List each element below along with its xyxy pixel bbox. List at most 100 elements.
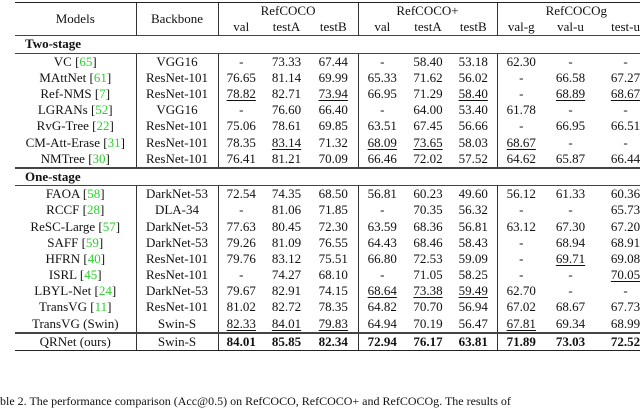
citation-link[interactable]: 28 <box>87 202 100 218</box>
score-test-u: 66.51 <box>610 118 640 134</box>
score-cell: 53.18 <box>450 52 498 70</box>
score-cell: 69.99 <box>309 70 358 86</box>
score-testB: 74.15 <box>318 283 348 299</box>
citation-link[interactable]: 65 <box>79 53 93 69</box>
score-cell: 68.46 <box>406 235 450 251</box>
score-test-u: 68.91 <box>610 234 640 250</box>
score-cell: 68.10 <box>309 267 358 283</box>
score-cell: 70.19 <box>406 316 450 333</box>
score-cell: 61.33 <box>545 185 597 203</box>
citation-link[interactable]: 31 <box>107 134 121 150</box>
model-name: SAFF [59] <box>47 234 104 250</box>
score-cell: 66.44 <box>596 151 640 168</box>
table-row: ISRL [45] ResNet-101 - 74.27 68.10 - 71.05 58.2… <box>15 267 640 284</box>
citation-link[interactable]: 52 <box>95 102 109 118</box>
score-test-u: 70.05 <box>610 267 640 283</box>
citation-link[interactable]: 7 <box>99 86 106 102</box>
score-val-g: 61.78 <box>506 102 536 118</box>
score-cell: 72.52 <box>596 331 640 351</box>
model-label: ISRL <box>48 267 77 283</box>
citation-link[interactable]: 11 <box>94 299 108 315</box>
score-cell: 67.44 <box>309 52 359 70</box>
table-row: MAttNet [61] ResNet-101 76.65 81.14 69.99 65.… <box>15 69 640 86</box>
score-testA: 70.35 <box>413 202 443 218</box>
score-val: 68.64 <box>367 283 397 299</box>
citation-link[interactable]: 45 <box>84 267 98 283</box>
score-cell: 69.08 <box>596 251 640 267</box>
citation-link[interactable]: 30 <box>92 150 106 166</box>
score-cell: 83.14 <box>264 135 309 151</box>
subheader-testA: testA <box>272 19 301 35</box>
score-val: - <box>380 102 385 118</box>
score-cell: 66.80 <box>357 250 407 267</box>
score-testB: 71.32 <box>318 134 348 150</box>
model-label: HFRN <box>45 250 81 266</box>
table-row: CM-Att-Erase [31] ResNet-101 78.35 83.14 71.… <box>15 134 640 151</box>
score-cell: 72.94 <box>357 331 407 351</box>
score-testA: 78.61 <box>271 118 302 134</box>
results-table: Models Backbone RefCOCO RefCOCO+ RefCOCO… <box>15 1 640 351</box>
model-name: RCCF [28] <box>46 202 105 218</box>
score-cell: 56.81 <box>357 185 407 203</box>
score-val: - <box>380 267 385 283</box>
score-val-u: 68.89 <box>555 86 586 102</box>
score-test-u: 72.52 <box>610 333 640 349</box>
model-name: RvG-Tree [22] <box>36 118 114 134</box>
model-label: CM-Att-Erase <box>25 134 100 150</box>
backbone: DarkNet-53 <box>135 218 218 235</box>
backbone: ResNet-101 <box>135 150 218 168</box>
score-cell: 59.49 <box>450 283 497 299</box>
score-testB: 58.43 <box>458 234 488 250</box>
score-cell: 58.40 <box>450 86 497 102</box>
score-testA: 70.70 <box>413 299 443 315</box>
score-test-u: 67.73 <box>610 299 640 315</box>
model-name: MAttNet [61] <box>39 69 112 85</box>
citation-link[interactable]: 24 <box>98 283 112 299</box>
score-testA: 82.91 <box>271 283 302 299</box>
score-cell: - <box>496 118 546 135</box>
score-cell: 60.36 <box>596 185 640 203</box>
score-cell: - <box>496 85 546 103</box>
score-val-u: 66.58 <box>555 69 586 85</box>
score-cell: 71.32 <box>309 135 358 151</box>
citation-link[interactable]: 22 <box>96 118 110 134</box>
score-val-u: 68.67 <box>555 299 586 315</box>
score-cell: 60.23 <box>406 185 451 203</box>
score-cell: - <box>357 202 407 219</box>
score-cell: 66.95 <box>357 85 407 103</box>
score-val-g: - <box>519 86 524 102</box>
score-val-g: - <box>519 250 524 266</box>
score-testA: 68.36 <box>413 218 443 234</box>
score-cell: 71.62 <box>406 70 450 86</box>
score-cell: 56.02 <box>450 70 497 86</box>
citation-link[interactable]: 57 <box>102 218 116 234</box>
citation-link[interactable]: 59 <box>85 234 99 250</box>
score-cell: - <box>596 135 640 151</box>
backbone: VGG16 <box>135 102 218 119</box>
score-cell: 81.06 <box>264 202 309 218</box>
score-val-g: 64.62 <box>506 150 536 166</box>
table-row: HFRN [40] ResNet-101 79.76 83.12 75.51 66.80 7… <box>15 250 640 267</box>
score-cell: 56.66 <box>450 118 497 134</box>
header-models: Models <box>15 1 136 36</box>
score-cell: 64.62 <box>496 150 546 168</box>
score-testA: 58.40 <box>413 53 443 69</box>
backbone: DarkNet-53 <box>135 234 218 251</box>
score-cell: 82.33 <box>217 315 264 333</box>
citation-link[interactable]: 40 <box>87 250 101 266</box>
citation-link[interactable]: 61 <box>93 69 107 85</box>
score-val-g: - <box>519 202 524 218</box>
citation-link[interactable]: 58 <box>87 186 101 202</box>
score-cell: 66.40 <box>309 102 358 118</box>
score-cell: 83.12 <box>264 251 309 267</box>
score-testA: 85.85 <box>271 333 302 349</box>
score-val-u: 66.95 <box>555 118 586 134</box>
score-val: 64.94 <box>367 315 397 331</box>
model-label: LBYL-Net <box>34 283 92 299</box>
model-label: MAttNet <box>39 69 87 85</box>
score-cell: 72.02 <box>406 151 450 168</box>
score-cell: 82.71 <box>264 86 309 102</box>
score-cell: 73.65 <box>406 135 450 151</box>
score-testA: 72.53 <box>413 250 443 266</box>
score-cell: 80.45 <box>264 218 309 234</box>
